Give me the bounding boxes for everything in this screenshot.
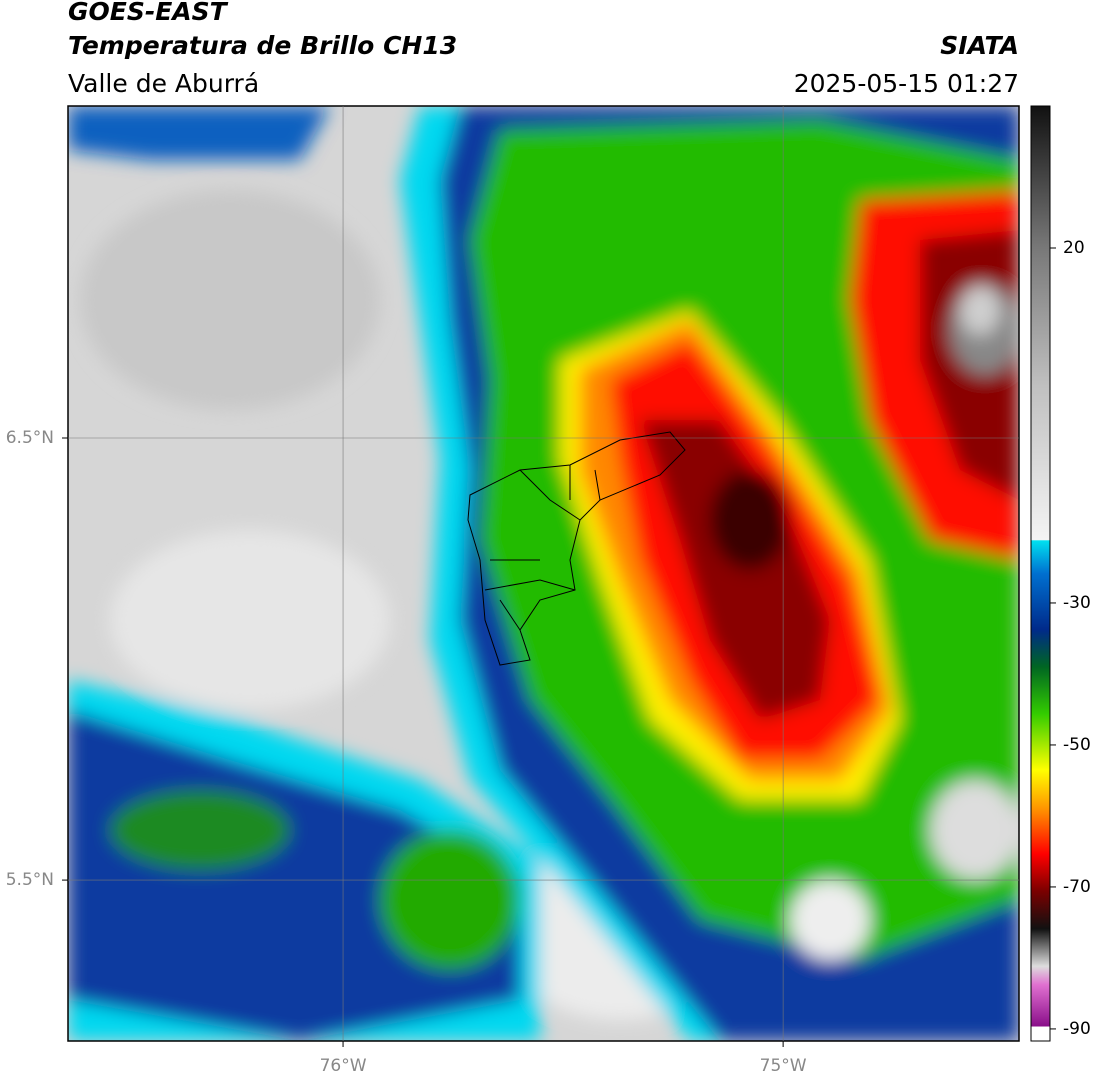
colorbar-tick-label: -30	[1063, 593, 1091, 613]
y-tick-label: 5.5°N	[6, 870, 54, 890]
datetime: 2025-05-15 01:27	[794, 69, 1019, 98]
colorbar-tick-label: 20	[1063, 238, 1085, 258]
colorbar-tick-label: -90	[1063, 1019, 1091, 1039]
source: SIATA	[940, 31, 1019, 60]
region: Valle de Aburrá	[68, 69, 259, 98]
x-tick-label: 76°W	[320, 1056, 367, 1076]
y-tick-label: 6.5°N	[6, 428, 54, 448]
title: GOES-EAST	[68, 0, 229, 26]
subtitle: Temperatura de Brillo CH13	[68, 31, 457, 60]
map-frame	[67, 105, 1020, 1042]
x-tick-label: 75°W	[760, 1056, 807, 1076]
colorbar	[1030, 105, 1051, 1042]
satellite-image	[68, 106, 1019, 1041]
colorbar-tick-label: -70	[1063, 877, 1091, 897]
colorbar-tick-label: -50	[1063, 735, 1091, 755]
